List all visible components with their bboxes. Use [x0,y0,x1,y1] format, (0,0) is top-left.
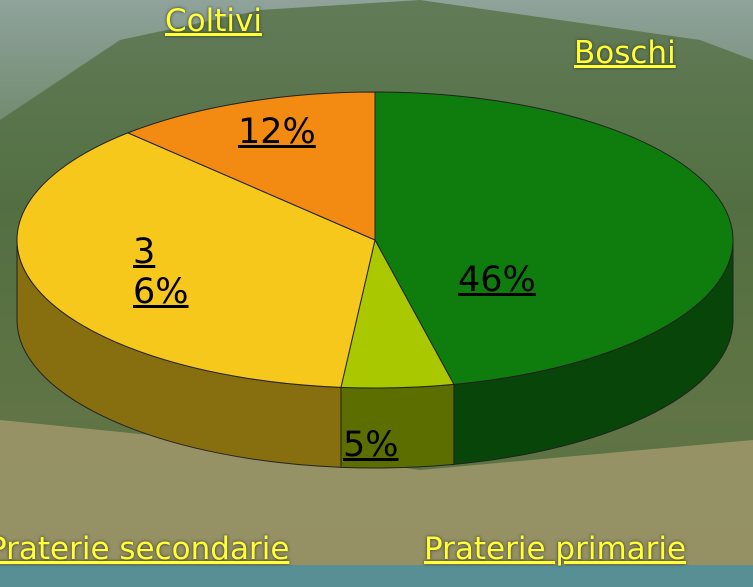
category-label: Praterie primarie [424,531,687,567]
slice [126,91,376,241]
category-label: Praterie secondarie [0,531,290,567]
pie [16,91,734,469]
value-label: 46% [458,260,536,300]
lake [0,565,753,587]
value-label: 36% [133,232,189,313]
value-label: 12% [238,112,316,152]
category-label: Boschi [574,35,676,71]
slice [374,91,734,385]
value-label: 5% [343,425,399,465]
valley [0,420,753,587]
slice [16,132,376,388]
category-label: Coltivi [165,3,262,39]
